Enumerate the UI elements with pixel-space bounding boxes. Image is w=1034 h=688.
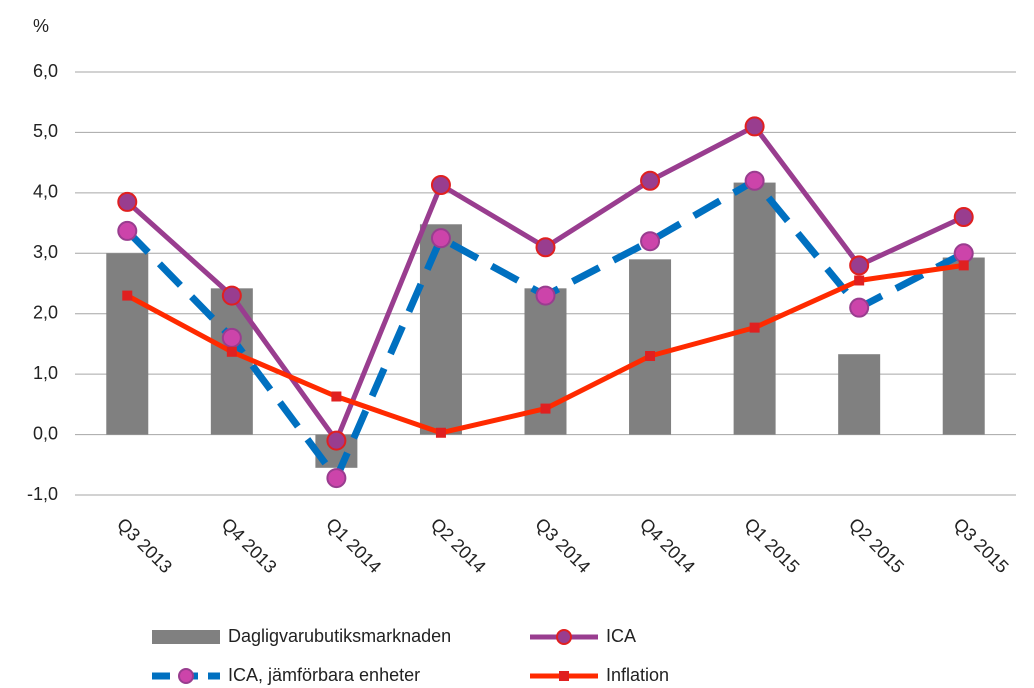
legend-label: Inflation <box>606 665 669 685</box>
bar <box>942 257 985 435</box>
y-tick-label: 1,0 <box>33 363 58 383</box>
marker <box>117 191 138 212</box>
marker <box>744 116 765 137</box>
marker <box>430 175 451 196</box>
marker <box>645 351 656 362</box>
marker <box>640 170 661 191</box>
marker <box>849 297 870 318</box>
legend-label: Dagligvarubutiksmarknaden <box>228 626 451 646</box>
y-tick-label: 5,0 <box>33 121 58 141</box>
marker <box>953 207 974 228</box>
marker <box>326 468 347 489</box>
marker <box>744 170 765 191</box>
legend-marker <box>178 668 194 684</box>
marker <box>854 275 865 286</box>
bar <box>629 259 672 435</box>
marker <box>117 220 138 241</box>
bar <box>106 253 149 435</box>
bar <box>419 224 462 435</box>
x-tick-label: Q4 2013 <box>218 514 281 577</box>
legend-marker <box>556 629 572 645</box>
marker <box>435 427 446 438</box>
y-tick-label: 6,0 <box>33 61 58 81</box>
marker <box>958 260 969 271</box>
x-tick-label: Q3 2015 <box>950 514 1013 577</box>
x-tick-label: Q2 2014 <box>427 514 490 577</box>
y-tick-label: 4,0 <box>33 182 58 202</box>
marker <box>849 255 870 276</box>
x-tick-label: Q4 2014 <box>636 514 699 577</box>
marker <box>430 228 451 249</box>
x-tick-label: Q1 2014 <box>322 514 385 577</box>
marker <box>540 403 551 414</box>
marker <box>221 285 242 306</box>
marker <box>640 231 661 252</box>
marker <box>953 243 974 264</box>
legend-label: ICA, jämförbara enheter <box>228 665 420 685</box>
y-tick-label: 2,0 <box>33 302 58 322</box>
bar <box>210 288 253 435</box>
y-tick-label: 3,0 <box>33 242 58 262</box>
x-tick-label: Q3 2013 <box>113 514 176 577</box>
legend-marker <box>559 671 569 681</box>
y-tick-label: -1,0 <box>27 484 58 504</box>
marker <box>326 430 347 451</box>
bar <box>838 354 881 435</box>
marker <box>331 391 342 402</box>
x-tick-label: Q3 2014 <box>531 514 594 577</box>
legend-swatch <box>152 630 220 644</box>
marker <box>749 322 760 333</box>
bar <box>733 182 776 435</box>
x-tick-label: Q2 2015 <box>845 514 908 577</box>
marker <box>122 290 133 301</box>
y-tick-label: 0,0 <box>33 423 58 443</box>
y-axis-label: % <box>33 16 49 36</box>
marker <box>535 237 556 258</box>
x-tick-label: Q1 2015 <box>740 514 803 577</box>
marker <box>226 346 237 357</box>
marker <box>535 285 556 306</box>
legend-label: ICA <box>606 626 636 646</box>
marker <box>221 327 242 348</box>
